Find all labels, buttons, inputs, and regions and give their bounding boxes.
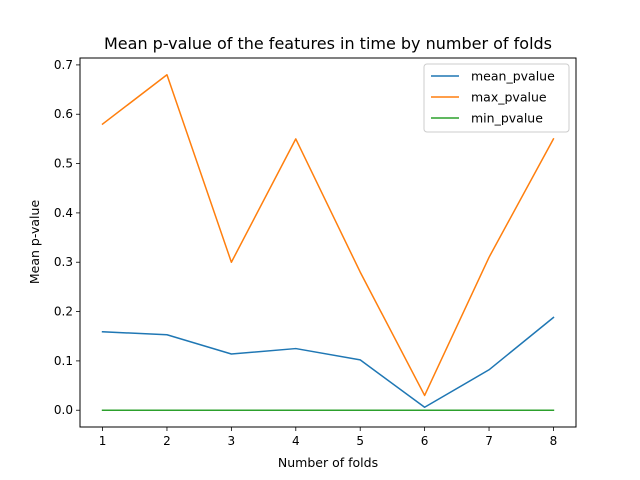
series-line-mean_pvalue: [101, 316, 555, 409]
y-tick-label: 0.1: [54, 354, 73, 368]
chart-title: Mean p-value of the features in time by …: [104, 34, 552, 53]
x-tick-label: 8: [550, 434, 558, 448]
x-tick-label: 5: [356, 434, 364, 448]
axis-ticks: 1 2 3 4 5 6 7 8 0.0 0.1 0.2 0.3 0.4 0.5 0.6 0.7: [54, 58, 557, 448]
plot-area: [101, 74, 555, 411]
y-axis-label: Mean p-value: [27, 200, 42, 285]
y-tick-label: 0.3: [54, 255, 73, 269]
x-axis-label: Number of folds: [278, 455, 378, 470]
legend-label-mean_pvalue: mean_pvalue: [471, 69, 555, 84]
x-tick-label: 1: [99, 434, 107, 448]
y-tick-label: 0.5: [54, 157, 73, 171]
x-tick-label: 7: [485, 434, 493, 448]
y-tick-label: 0.2: [54, 305, 73, 319]
x-tick-label: 6: [421, 434, 429, 448]
legend-label-max_pvalue: max_pvalue: [471, 90, 547, 105]
axes-frame: [79, 57, 577, 428]
legend-label-min_pvalue: min_pvalue: [471, 111, 543, 126]
x-tick-label: 2: [163, 434, 171, 448]
legend: mean_pvalue max_pvalue min_pvalue: [423, 63, 570, 133]
legend-box: [423, 63, 570, 133]
x-tick-label: 3: [228, 434, 236, 448]
y-tick-label: 0.6: [54, 107, 73, 121]
x-tick-label: 4: [292, 434, 300, 448]
y-tick-label: 0.4: [54, 206, 73, 220]
y-tick-label: 0.7: [54, 58, 73, 72]
y-tick-label: 0.0: [54, 403, 73, 417]
series-line-max_pvalue: [101, 74, 555, 397]
